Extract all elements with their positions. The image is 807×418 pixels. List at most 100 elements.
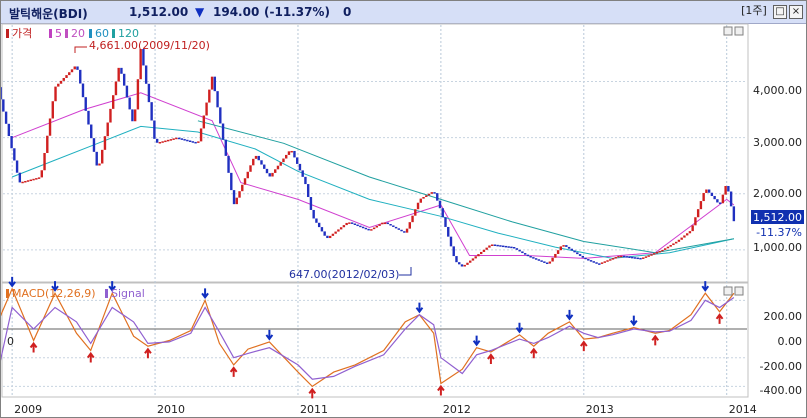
macd-panel [1,282,749,398]
price-candle [455,256,458,263]
price-candle [142,49,145,66]
price-candle [392,225,395,227]
price-legend: 가격 5 20 60 120 [6,27,139,40]
price-candle [452,246,455,257]
price-candle [334,231,337,234]
price-candle [21,181,24,184]
price-candle [433,192,436,194]
price-candle [290,150,293,153]
price-candle [595,262,598,264]
macd-panel-max-icon[interactable] [734,286,744,296]
x-axis: 2009 2010 2011 2012 2013 2014 [14,403,757,416]
price-candle [479,251,483,255]
price-candle [680,237,683,240]
price-candle [95,151,98,166]
price-candle [79,69,82,84]
price-candle [658,250,661,253]
price-candle [559,246,563,251]
price-candle [408,222,411,229]
price-candle [647,255,650,257]
panel-close-icon[interactable] [723,26,733,36]
price-candle [578,254,582,256]
price-candle [103,136,107,150]
sell-arrow-icon [8,276,16,288]
price-candle [403,231,406,233]
price-candle [534,258,538,260]
price-candle [295,157,299,164]
price-candle [653,253,656,255]
price-candle [125,85,129,98]
price-candle [43,152,46,171]
price-candle [265,168,269,174]
macd-y-tick: -200.00 [760,360,802,373]
buy-arrow-icon [651,334,660,346]
price-candle [153,120,156,139]
price-candle [191,141,195,143]
macd-panel-close-icon[interactable] [723,286,733,296]
price-candle [592,261,595,263]
price-candle [331,233,335,236]
price-candle [691,225,694,232]
price-candle [381,222,384,225]
buy-arrow-icon [86,351,95,363]
close-icon[interactable]: × [789,5,803,19]
price-candle [213,76,217,92]
price-candle [68,72,71,76]
price-candle [304,176,307,185]
y-tick-label: 4,000.00 [753,84,802,97]
price-candle [158,142,162,144]
price-candle [199,128,203,142]
price-candle [625,256,628,258]
price-candle [721,194,725,204]
buy-arrow-icon [715,313,724,324]
price-candle [57,83,60,87]
sell-arrow-icon [415,302,424,314]
price-candle [716,199,719,203]
y-tick-label: 2,000.00 [753,187,802,200]
low-annotation: 647.00(2012/02/03) [289,268,399,281]
price-candle [133,109,137,122]
sell-arrow-icon [51,281,59,292]
price-candle [639,257,642,260]
price-candle [177,137,181,140]
period-button[interactable]: [1주] [741,4,767,17]
price-candle [328,235,332,239]
panel-max-icon[interactable] [734,26,744,36]
price-candle [26,180,30,182]
price-candle [540,260,543,262]
price-candle [694,217,697,226]
price-candle [436,193,439,201]
sell-arrow-icon [108,281,116,292]
price-candle [120,67,123,74]
price-candle [729,191,733,207]
price-candle [306,184,310,198]
x-tick-label: 2013 [586,403,614,416]
price-candle [501,245,505,248]
price-candle [545,262,549,265]
price-candle [40,170,43,178]
price-candle [268,173,271,177]
price-candle [7,123,11,137]
macd-y-axis: 200.00 0.00 -200.00 -400.00 0 [7,310,802,397]
price-candle [59,80,63,84]
price-candle [642,257,645,259]
price-candle [24,180,27,183]
price-candle [164,140,167,143]
price-candle [257,155,260,161]
price-candle [235,197,238,205]
price-candle [337,229,340,232]
price-candle [1,87,2,100]
price-candle [600,262,604,264]
price-candle [606,260,609,262]
price-candle [674,241,678,244]
price-candle [512,247,516,249]
price-candle [427,193,431,196]
price-candle [279,162,282,166]
price-candle [493,244,497,246]
price-candle [713,195,716,200]
legend-price: 가격 [12,27,32,40]
maximize-icon[interactable]: □ [773,5,787,19]
price-candle [111,95,115,109]
price-candle [518,249,521,252]
price-candle [370,229,373,231]
